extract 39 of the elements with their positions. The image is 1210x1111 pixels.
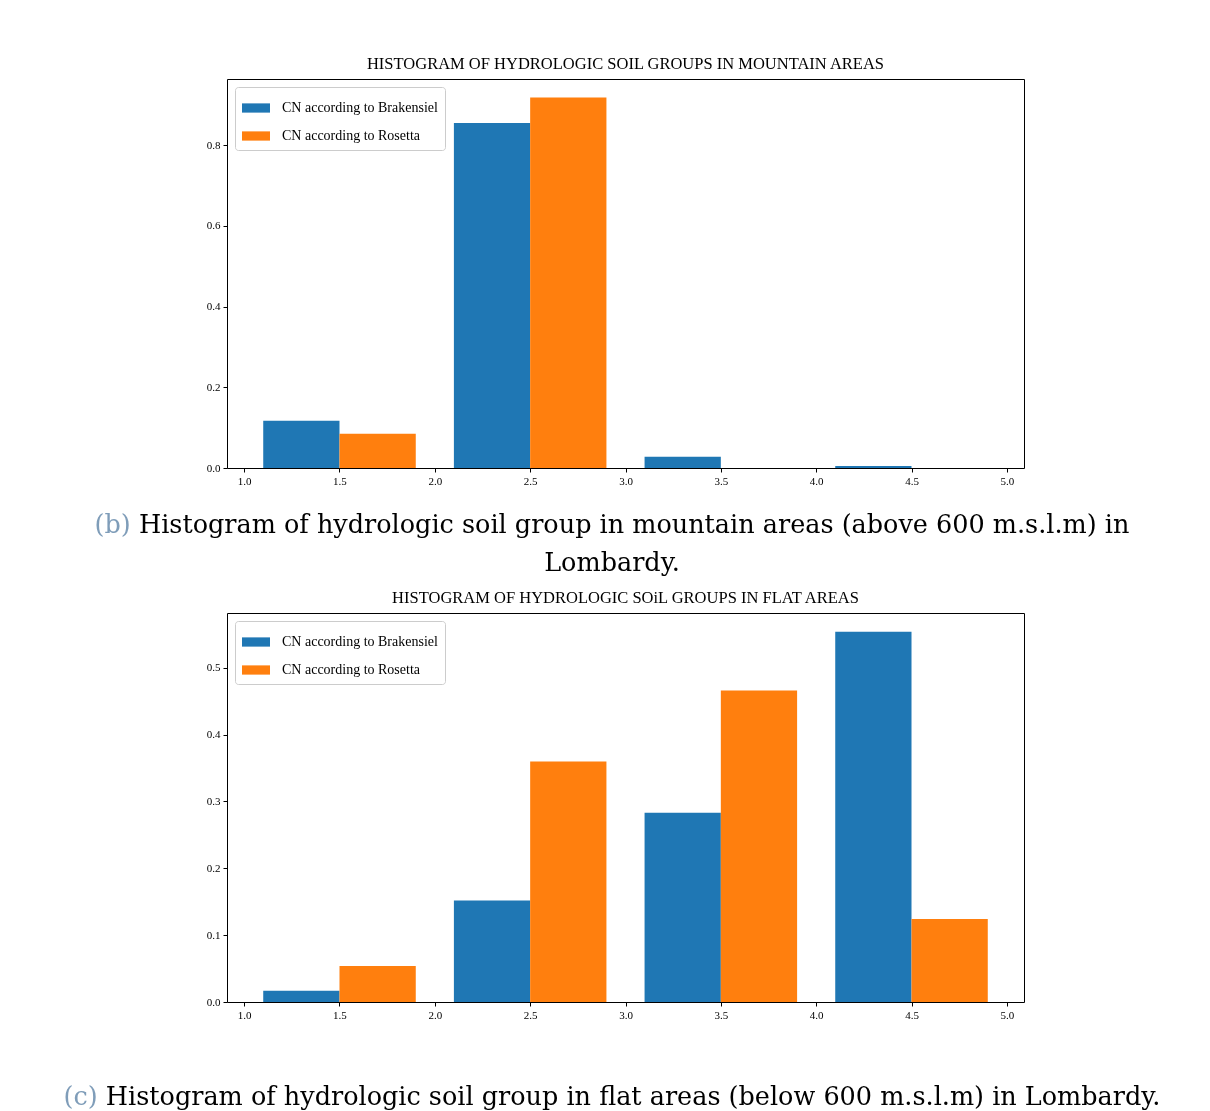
text: Histogram of hydrologic soil group in mountain areas (above 600 m.s.l.m) in Lombardy. (138, 509, 1130, 577)
x-tick-label: 2.0 (428, 474, 443, 487)
x-tick-label: 5.0 (1000, 1008, 1015, 1021)
x-tick-label: 3.0 (619, 1008, 634, 1021)
x-tick-label: 1.5 (333, 474, 348, 487)
x-tick-label: 3.5 (714, 1008, 729, 1021)
legend-label: CN according to Brakensiel (282, 100, 439, 115)
text: (c) (63, 1081, 98, 1111)
y-tick-label: 0.2 (206, 380, 221, 393)
x-tick-label: 2.0 (428, 1008, 443, 1021)
x-tick-label: 4.0 (809, 474, 825, 487)
legend-label: CN according to Rosetta (282, 662, 421, 677)
chart-title: HISTOGRAM OF HYDROLOGIC SOiL GROUPS IN FLAT AREAS (392, 587, 859, 607)
y-tick-label: 0.4 (206, 728, 221, 741)
legend-label: CN according to Brakensiel (282, 634, 439, 649)
y-tick-label: 0.1 (206, 928, 221, 941)
y-tick-label: 0.2 (206, 861, 221, 874)
x-tick-label: 1.0 (237, 1008, 253, 1021)
y-tick-label: 0.8 (206, 138, 221, 151)
y-tick-label: 0.3 (206, 794, 221, 807)
x-tick-label: 5.0 (1000, 474, 1015, 487)
legend-label: CN according to Rosetta (282, 128, 421, 143)
x-tick-label: 4.5 (905, 1008, 920, 1021)
x-tick-label: 1.0 (237, 474, 253, 487)
chart-title: HISTOGRAM OF HYDROLOGIC SOIL GROUPS IN MOUNTAIN AREAS (366, 53, 885, 73)
y-tick-label: 0.0 (206, 995, 221, 1008)
x-tick-label: 1.5 (333, 1008, 348, 1021)
x-tick-label: 3.0 (619, 474, 634, 487)
y-tick-label: 0.6 (206, 219, 221, 232)
text: Histogram of hydrologic soil group in flat areas (below 600 m.s.l.m) in Lombardy. (105, 1081, 1161, 1111)
x-tick-label: 2.5 (523, 474, 539, 487)
x-tick-label: 3.5 (714, 474, 729, 487)
y-tick-label: 0.0 (206, 461, 221, 474)
y-tick-label: 0.4 (206, 300, 221, 313)
y-tick-label: 0.5 (206, 661, 221, 674)
text: (b) (94, 509, 131, 539)
x-tick-label: 4.5 (905, 474, 920, 487)
x-tick-label: 4.0 (809, 1008, 825, 1021)
x-tick-label: 2.5 (523, 1008, 539, 1021)
